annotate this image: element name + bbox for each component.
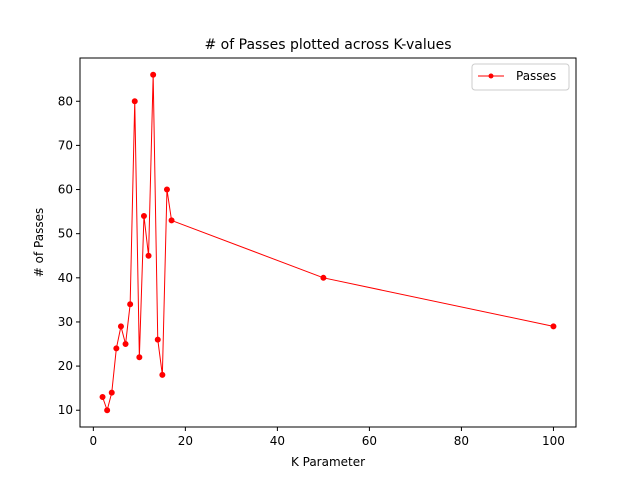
legend-swatch-marker bbox=[488, 73, 494, 79]
y-axis-ticks: 10 20 30 40 50 60 70 80 bbox=[58, 94, 80, 417]
y-tick-label: 60 bbox=[58, 183, 73, 197]
x-tick-label: 0 bbox=[90, 434, 98, 448]
data-point bbox=[108, 389, 115, 396]
data-point bbox=[122, 341, 129, 348]
legend: Passes bbox=[471, 63, 570, 91]
data-point bbox=[140, 213, 147, 220]
x-tick-label: 80 bbox=[454, 434, 469, 448]
x-tick-label: 100 bbox=[542, 434, 565, 448]
x-tick-label: 40 bbox=[270, 434, 285, 448]
data-point bbox=[131, 98, 138, 105]
x-axis-label: K Parameter bbox=[291, 455, 365, 469]
data-point bbox=[168, 217, 175, 224]
x-tick-label: 60 bbox=[362, 434, 377, 448]
data-point bbox=[550, 323, 557, 330]
y-tick-label: 40 bbox=[58, 271, 73, 285]
y-tick-label: 50 bbox=[58, 227, 73, 241]
y-tick-label: 20 bbox=[58, 359, 73, 373]
y-tick-label: 30 bbox=[58, 315, 73, 329]
data-point bbox=[320, 274, 327, 281]
legend-box bbox=[471, 63, 570, 91]
data-point bbox=[159, 371, 166, 378]
y-tick-label: 80 bbox=[58, 94, 73, 108]
data-point bbox=[163, 186, 170, 193]
data-point bbox=[127, 301, 134, 308]
x-axis-ticks: 0 20 40 60 80 100 bbox=[90, 427, 565, 448]
data-point bbox=[99, 393, 106, 400]
x-tick-label: 20 bbox=[178, 434, 193, 448]
chart-title: # of Passes plotted across K-values bbox=[205, 37, 452, 53]
y-tick-label: 70 bbox=[58, 138, 73, 152]
y-axis-label: # of Passes bbox=[32, 208, 46, 277]
axes-frame bbox=[79, 57, 577, 428]
data-point bbox=[150, 71, 157, 78]
data-point bbox=[113, 345, 120, 352]
series-line-passes bbox=[102, 74, 554, 411]
legend-label: Passes bbox=[516, 69, 556, 83]
data-point bbox=[104, 407, 111, 414]
plot-layer bbox=[99, 71, 557, 414]
data-point bbox=[117, 323, 124, 330]
data-point bbox=[154, 336, 161, 343]
data-point bbox=[136, 354, 143, 361]
data-point bbox=[145, 252, 152, 259]
y-tick-label: 10 bbox=[58, 403, 73, 417]
